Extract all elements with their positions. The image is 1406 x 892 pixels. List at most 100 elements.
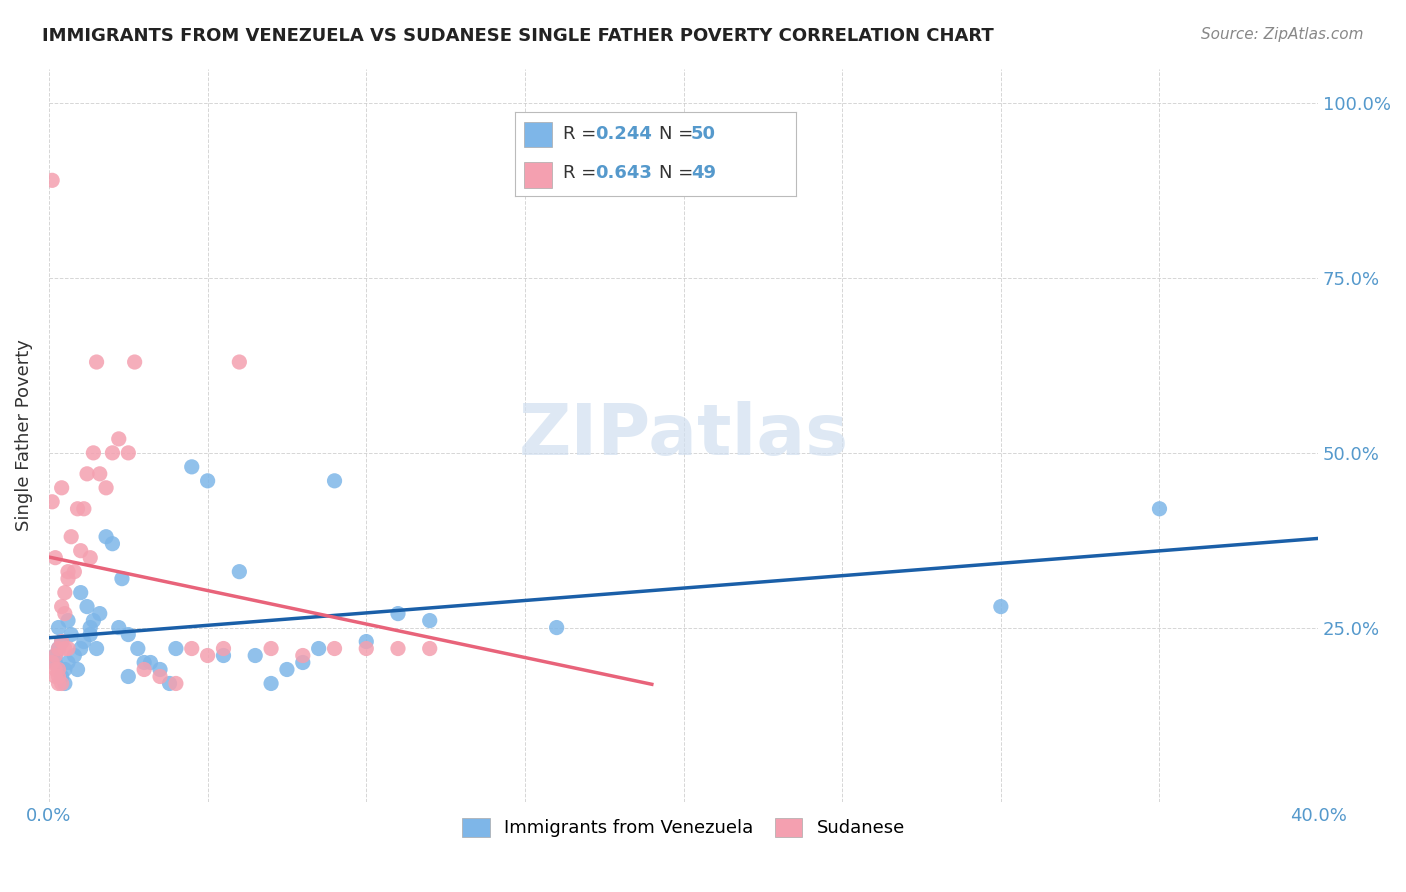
Point <box>107 621 129 635</box>
Point <box>41 495 63 509</box>
Point <box>308 641 330 656</box>
Point <box>82 614 104 628</box>
Point <box>44 669 66 683</box>
Point <box>66 501 89 516</box>
Point <box>212 648 235 663</box>
Point <box>48 669 70 683</box>
Point <box>149 663 172 677</box>
Point <box>134 656 156 670</box>
Point <box>356 641 378 656</box>
Point <box>260 641 283 656</box>
Point <box>86 355 108 369</box>
Point <box>53 641 76 656</box>
Point <box>48 663 70 677</box>
Point <box>419 641 441 656</box>
Point <box>94 481 117 495</box>
Point <box>419 614 441 628</box>
Point <box>48 621 70 635</box>
Point <box>111 572 134 586</box>
Text: N =: N = <box>658 164 699 182</box>
Point <box>51 676 73 690</box>
Point <box>48 641 70 656</box>
Point <box>180 459 202 474</box>
Legend: Immigrants from Venezuela, Sudanese: Immigrants from Venezuela, Sudanese <box>456 811 912 845</box>
Point <box>63 565 86 579</box>
Point <box>63 648 86 663</box>
Point <box>51 599 73 614</box>
Point <box>48 676 70 690</box>
Point <box>44 656 66 670</box>
Point <box>41 656 63 670</box>
Point <box>89 467 111 481</box>
Point <box>69 543 91 558</box>
Point <box>56 614 79 628</box>
Point <box>79 550 101 565</box>
Point <box>323 641 346 656</box>
Text: 0.244: 0.244 <box>596 126 652 144</box>
Point <box>73 501 96 516</box>
Point <box>94 530 117 544</box>
Point <box>53 585 76 599</box>
Point <box>53 676 76 690</box>
Point <box>101 537 124 551</box>
Point <box>76 467 98 481</box>
Point <box>69 585 91 599</box>
Point <box>127 641 149 656</box>
Point <box>159 676 181 690</box>
Point <box>139 656 162 670</box>
Text: N =: N = <box>658 126 699 144</box>
Point <box>276 663 298 677</box>
Point <box>69 641 91 656</box>
Point <box>291 656 314 670</box>
Point <box>76 599 98 614</box>
Point <box>73 634 96 648</box>
Point <box>44 648 66 663</box>
Point <box>51 481 73 495</box>
Point <box>180 641 202 656</box>
Point <box>165 676 187 690</box>
Point <box>60 627 83 641</box>
Point <box>56 572 79 586</box>
Point <box>228 565 250 579</box>
Point <box>323 474 346 488</box>
Point <box>51 634 73 648</box>
Text: Source: ZipAtlas.com: Source: ZipAtlas.com <box>1201 27 1364 42</box>
Point <box>228 355 250 369</box>
Point <box>990 599 1012 614</box>
Point <box>1149 501 1171 516</box>
Text: 0.643: 0.643 <box>596 164 652 182</box>
Point <box>212 641 235 656</box>
Point <box>56 565 79 579</box>
Text: R =: R = <box>562 126 602 144</box>
Text: R =: R = <box>562 164 602 182</box>
Point <box>546 621 568 635</box>
Text: IMMIGRANTS FROM VENEZUELA VS SUDANESE SINGLE FATHER POVERTY CORRELATION CHART: IMMIGRANTS FROM VENEZUELA VS SUDANESE SI… <box>42 27 994 45</box>
Point <box>149 669 172 683</box>
Point <box>124 355 146 369</box>
Point <box>89 607 111 621</box>
Point <box>107 432 129 446</box>
Point <box>117 446 139 460</box>
Point <box>117 669 139 683</box>
Point <box>53 607 76 621</box>
Point <box>356 634 378 648</box>
Point <box>387 607 409 621</box>
Point <box>48 641 70 656</box>
Point <box>82 446 104 460</box>
Point <box>44 648 66 663</box>
Point <box>79 621 101 635</box>
Point <box>44 663 66 677</box>
Y-axis label: Single Father Poverty: Single Father Poverty <box>15 340 32 532</box>
Point <box>245 648 267 663</box>
Point <box>51 669 73 683</box>
Point <box>44 550 66 565</box>
Point <box>117 627 139 641</box>
Text: ZIPatlas: ZIPatlas <box>519 401 849 470</box>
Point <box>134 663 156 677</box>
Bar <box>523 162 551 188</box>
Point <box>66 663 89 677</box>
Point <box>53 663 76 677</box>
Point <box>60 530 83 544</box>
Point <box>51 634 73 648</box>
Point <box>56 656 79 670</box>
